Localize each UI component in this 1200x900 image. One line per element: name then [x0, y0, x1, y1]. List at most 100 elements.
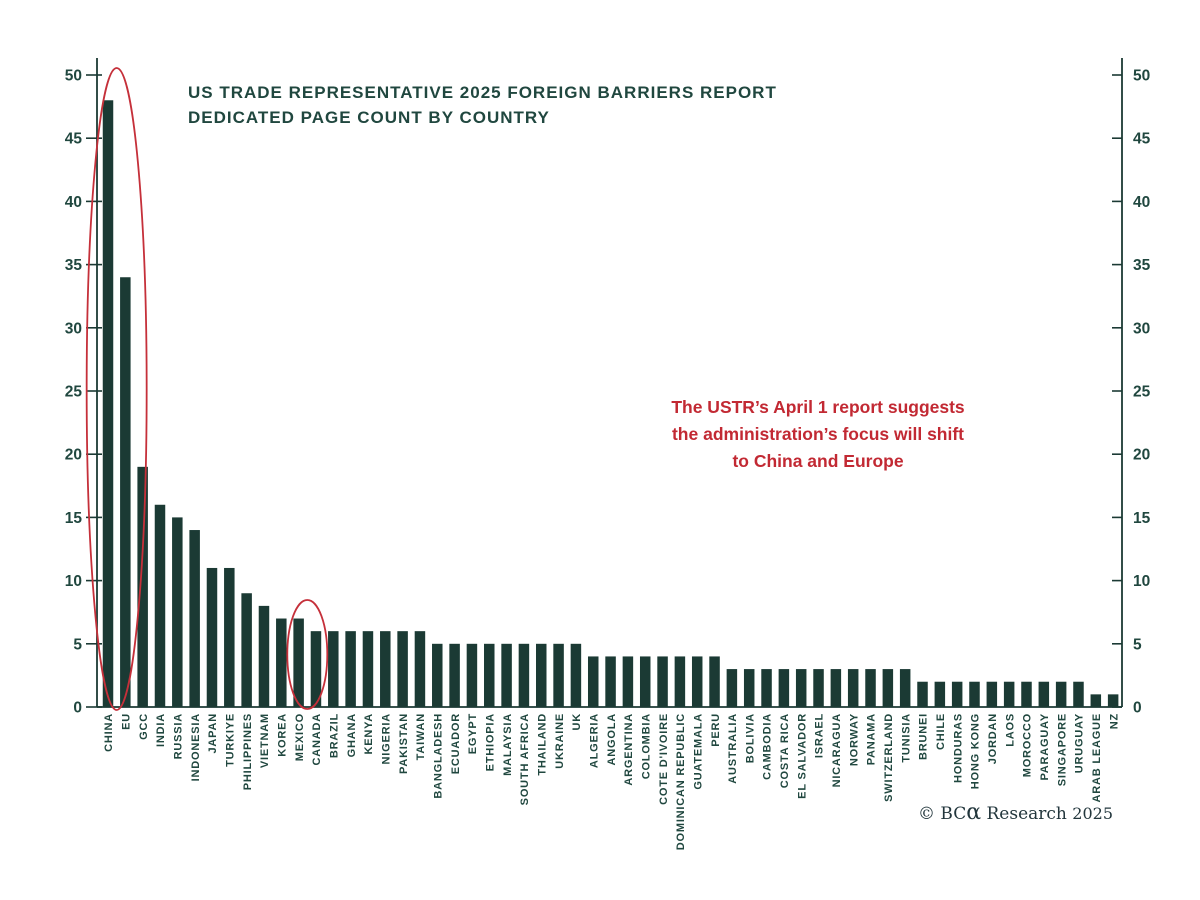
x-tick-label: AUSTRALIA	[727, 713, 739, 784]
x-tick-label: MEXICO	[294, 713, 306, 761]
x-tick-label: BOLIVIA	[744, 713, 756, 763]
x-tick-label: KOREA	[277, 713, 289, 757]
y-tick-label-right: 50	[1133, 68, 1150, 85]
bar	[709, 656, 720, 707]
y-tick-label-left: 5	[73, 636, 82, 653]
x-tick-label: PERU	[710, 713, 722, 747]
y-tick-label-right: 10	[1133, 573, 1150, 590]
y-tick-label-right: 40	[1133, 194, 1150, 211]
y-tick-label-left: 10	[65, 573, 82, 590]
x-tick-label: EU	[121, 713, 133, 730]
bar	[553, 643, 564, 707]
bar	[310, 631, 322, 707]
bar	[639, 656, 651, 707]
bar	[449, 643, 460, 707]
y-tick-label-right: 5	[1133, 636, 1142, 653]
bar	[293, 618, 304, 707]
x-tick-label: KENYA	[363, 713, 375, 755]
bar	[882, 669, 894, 707]
x-tick-label: TAIWAN	[415, 713, 427, 760]
x-tick-label: MOROCCO	[1022, 713, 1034, 777]
x-tick-label: NORWAY	[848, 713, 860, 766]
brand-alpha-glyph: α	[966, 800, 982, 825]
bar	[622, 656, 634, 707]
y-tick-label-left: 20	[65, 447, 82, 464]
bar	[102, 100, 114, 707]
bar	[1090, 694, 1102, 707]
x-tick-label: GHANA	[346, 713, 358, 757]
bar	[414, 631, 426, 707]
y-tick-label-right: 25	[1133, 384, 1151, 401]
y-axis-labels-left: 0 5 10 15 20 25 30 35 40 45 50	[65, 68, 83, 717]
x-tick-label: CAMBODIA	[762, 713, 774, 780]
bar	[605, 656, 616, 707]
y-tick-label-right: 0	[1133, 700, 1142, 717]
bar	[847, 669, 859, 707]
bar	[570, 643, 582, 707]
bar	[1055, 681, 1067, 707]
x-tick-label: BRUNEI	[918, 713, 930, 760]
bar	[345, 631, 356, 707]
annotation-line3: to China and Europe	[732, 451, 904, 471]
y-tick-label-left: 0	[73, 700, 82, 717]
bar	[778, 669, 790, 707]
y-tick-label-right: 35	[1133, 257, 1151, 274]
x-tick-label: ECUADOR	[450, 713, 462, 774]
bar	[1073, 681, 1084, 707]
bar	[674, 656, 686, 707]
x-tick-label: NIGERIA	[380, 713, 392, 764]
annotation-line2: the administration’s focus will shift	[671, 424, 965, 444]
annotation-note: The USTR’s April 1 report suggests the a…	[618, 394, 1018, 475]
x-tick-label: NZ	[1108, 713, 1120, 729]
x-tick-label: HONG KONG	[970, 713, 982, 789]
x-tick-label: ARGENTINA	[623, 713, 635, 786]
bar	[397, 631, 408, 707]
bar	[691, 656, 703, 707]
bar	[865, 669, 876, 707]
bar	[1003, 681, 1015, 707]
brand-research: Research	[986, 804, 1067, 824]
x-tick-label: GCC	[138, 713, 150, 740]
x-tick-label: VIETNAM	[259, 713, 271, 768]
bar	[761, 669, 772, 707]
bar	[587, 656, 599, 707]
chart-title: US TRADE REPRESENTATIVE 2025 FOREIGN BAR…	[188, 80, 777, 130]
x-tick-label: CHILE	[935, 713, 947, 750]
bar	[189, 530, 200, 707]
x-tick-label: LAOS	[1004, 713, 1016, 747]
y-tick-label-left: 30	[65, 320, 82, 337]
x-tick-label: SWITZERLAND	[883, 713, 895, 802]
highlight-ellipses	[85, 67, 329, 711]
x-tick-label: INDIA	[155, 713, 167, 747]
y-tick-label-left: 35	[65, 257, 83, 274]
x-tick-label: HONDURAS	[952, 713, 964, 783]
x-tick-label: EL SALVADOR	[796, 713, 808, 799]
y-tick-label-right: 20	[1133, 447, 1150, 464]
x-tick-label: PAKISTAN	[398, 713, 410, 774]
bar	[501, 643, 512, 707]
credit: © BCα Research 2025	[918, 802, 1113, 825]
bar	[154, 504, 166, 707]
bar	[951, 681, 963, 707]
x-tick-label: PANAMA	[866, 713, 878, 765]
x-tick-label: TURKIYE	[225, 713, 237, 767]
x-tick-label: SOUTH AFRICA	[519, 713, 531, 805]
bar	[743, 669, 755, 707]
x-tick-label: BRAZIL	[328, 713, 340, 758]
x-tick-label: ETHIOPIA	[484, 713, 496, 771]
bar	[258, 605, 270, 707]
bar	[899, 669, 911, 707]
bar	[276, 618, 287, 707]
x-tick-label: GUATEMALA	[692, 713, 704, 790]
y-tick-label-right: 30	[1133, 320, 1150, 337]
x-tick-label: RUSSIA	[173, 713, 185, 759]
bar	[484, 643, 495, 707]
bar	[380, 631, 391, 707]
y-tick-label-left: 45	[65, 131, 83, 148]
x-tick-label: PHILIPPINES	[242, 713, 254, 790]
x-tick-label: DOMINICAN REPUBLIC	[675, 713, 687, 850]
bar	[137, 466, 148, 707]
x-axis-labels: CHINA EU GCC INDIA RUSSIA INDONESIA JAPAN TURKI…	[103, 713, 1120, 850]
